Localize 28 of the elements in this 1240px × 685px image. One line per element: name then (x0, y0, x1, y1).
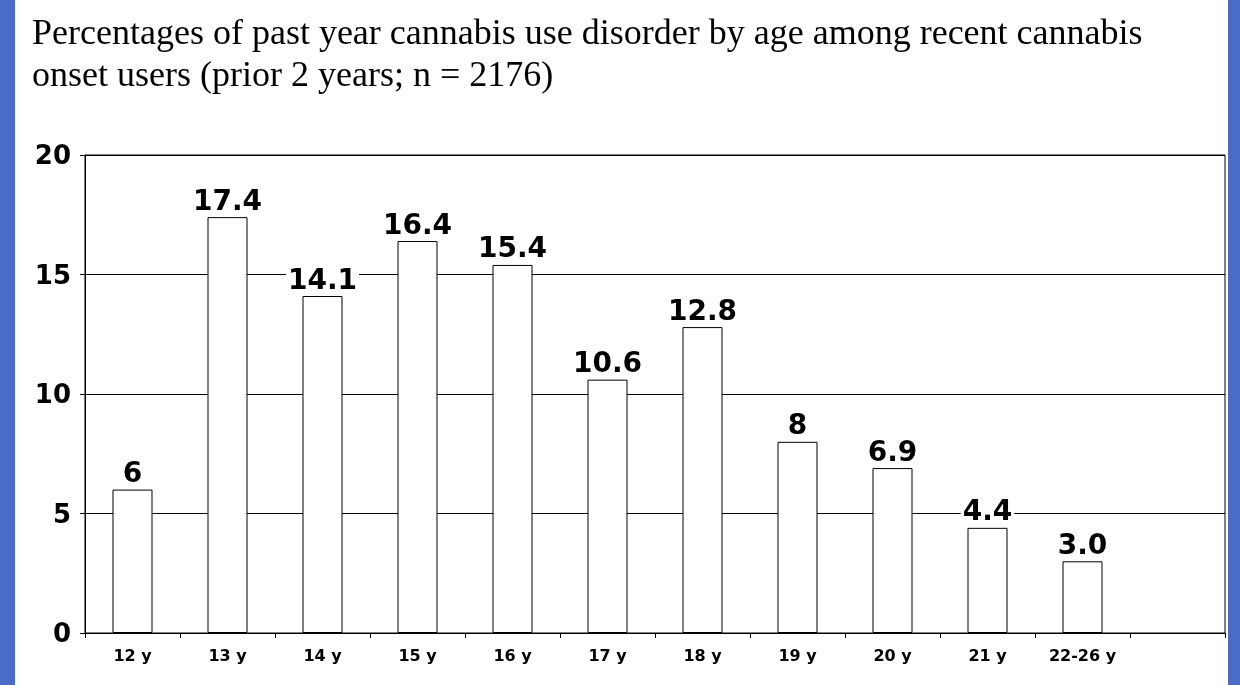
data-label: 6 (122, 456, 143, 490)
x-tick-label: 14 y (303, 645, 343, 665)
y-tick-label: 20 (34, 140, 71, 170)
data-label: 3.0 (1057, 527, 1108, 561)
data-label: 12.8 (667, 293, 738, 327)
y-tick-label: 15 (34, 259, 71, 290)
x-tick-label: 19 y (778, 645, 818, 665)
data-label: 4.4 (962, 494, 1013, 528)
x-tick-label: 18 y (683, 645, 723, 665)
x-tick-label: 22-26 y (1048, 645, 1117, 665)
x-tick-label: 12 y (113, 645, 153, 665)
y-tick-label: 10 (34, 379, 71, 409)
y-tick-label: 5 (52, 498, 71, 529)
x-tick-label: 13 y (208, 645, 248, 665)
data-label: 14.1 (287, 262, 358, 296)
data-label: 16.4 (382, 207, 453, 241)
data-label: 10.6 (572, 346, 643, 380)
x-tick-label: 17 y (588, 645, 628, 665)
data-label: 15.4 (477, 231, 548, 265)
data-label: 6.9 (867, 434, 918, 468)
x-tick-label: 20 y (873, 645, 913, 665)
y-tick-label: 0 (52, 618, 71, 648)
chart-title: Percentages of past year cannabis use disorder by age among recent cannabis onset users (prior 2 years; n = 2176) (32, 12, 1152, 94)
x-tick-label: 21 y (968, 645, 1008, 665)
x-tick-label: 16 y (493, 645, 533, 665)
x-tick-label: 15 y (398, 645, 438, 665)
data-label: 8 (787, 408, 808, 442)
data-label: 17.4 (192, 183, 263, 217)
